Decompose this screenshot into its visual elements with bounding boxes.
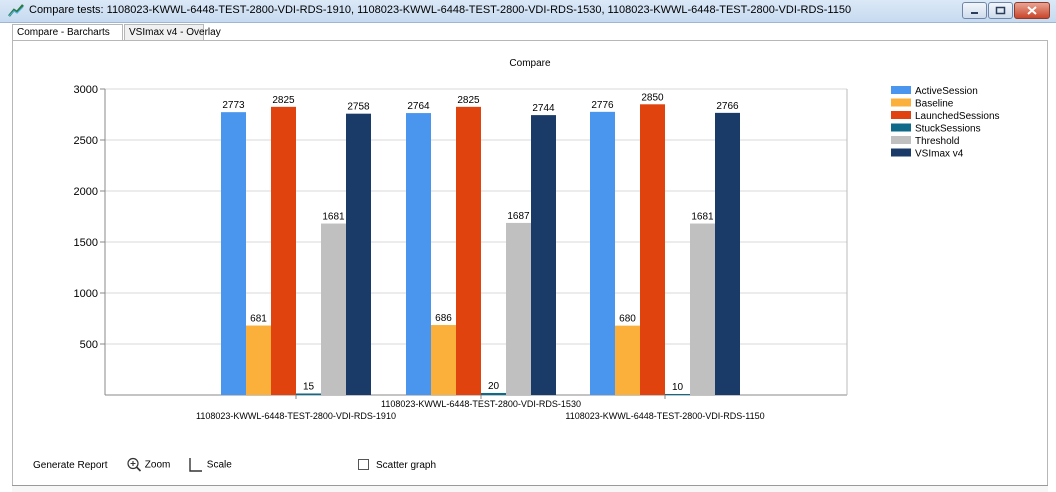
- bar: [590, 111, 615, 396]
- y-tick-label: 2000: [74, 186, 98, 198]
- data-label: 2825: [272, 95, 295, 106]
- zoom-icon: [127, 457, 142, 472]
- legend-label: Baseline: [915, 99, 954, 110]
- data-label: 2776: [591, 100, 614, 111]
- bottom-panel: [12, 485, 1048, 492]
- tab-label: VSImax v4 - Overlay: [129, 27, 221, 38]
- data-label: 2764: [407, 101, 430, 112]
- app-icon: [8, 4, 24, 17]
- legend-swatch: [891, 123, 911, 132]
- data-label: 681: [250, 314, 267, 325]
- y-tick-label: 500: [80, 339, 98, 351]
- legend-swatch: [891, 98, 911, 107]
- bar: [506, 222, 531, 395]
- bar: [406, 113, 431, 396]
- data-label: 686: [435, 313, 452, 324]
- data-label: 2758: [347, 102, 370, 113]
- bar: [321, 223, 346, 395]
- x-tick-label: 1108023-KWWL-6448-TEST-2800-VDI-RDS-1150: [565, 411, 764, 421]
- bar: [481, 392, 506, 395]
- legend-swatch: [891, 86, 911, 94]
- y-tick-labels: 500 1000 1500 2000 2500 3000: [74, 84, 105, 351]
- x-tick-labels: 1108023-KWWL-6448-TEST-2800-VDI-RDS-1910…: [196, 395, 765, 421]
- bar: [221, 112, 246, 396]
- scatter-graph-checkbox[interactable]: [358, 459, 369, 470]
- tab-label: Compare - Barcharts: [17, 27, 110, 38]
- legend-label: LaunchedSessions: [915, 111, 1000, 122]
- data-label: 20: [488, 381, 500, 392]
- y-tick-label: 3000: [74, 84, 98, 96]
- x-tick-label: 1108023-KWWL-6448-TEST-2800-VDI-RDS-1530: [381, 399, 581, 409]
- legend-swatch: [891, 136, 911, 144]
- data-label: 680: [619, 314, 636, 325]
- generate-report-button[interactable]: Generate Report: [33, 460, 108, 471]
- chart-title: Compare: [509, 58, 551, 69]
- footer-toolbar: Generate Report Zoom Scale Scatter graph: [0, 454, 1056, 478]
- data-label: 15: [303, 381, 315, 392]
- close-button[interactable]: [1014, 2, 1050, 19]
- scale-icon: [189, 458, 202, 472]
- bars: 2773 681 2825 15 1681 2758 2764 686 2825 20 1687 27…: [221, 92, 740, 396]
- legend-label: VSImax v4: [915, 149, 964, 160]
- bar: [246, 325, 271, 395]
- y-tick-label: 2500: [74, 135, 98, 147]
- legend-swatch: [891, 148, 911, 157]
- data-label: 1687: [507, 211, 530, 222]
- window-title: Compare tests: 1108023-KWWL-6448-TEST-28…: [29, 4, 852, 16]
- bar: [271, 106, 296, 395]
- zoom-label: Zoom: [144, 459, 171, 471]
- bar: [346, 113, 371, 396]
- bar: [715, 112, 740, 396]
- minimize-button[interactable]: [962, 2, 987, 19]
- tab-vsimax-overlay[interactable]: VSImax v4 - Overlay: [124, 24, 221, 40]
- x-tick-label: 1108023-KWWL-6448-TEST-2800-VDI-RDS-1910: [196, 411, 396, 421]
- legend-swatch: [891, 111, 911, 119]
- legend-label: Threshold: [915, 136, 959, 147]
- bar: [296, 393, 321, 395]
- legend-label: StuckSessions: [915, 124, 981, 135]
- data-label: 2773: [222, 100, 245, 111]
- data-label: 2850: [641, 92, 664, 103]
- data-label: 2744: [532, 103, 555, 114]
- bar: [640, 104, 665, 396]
- bar: [615, 325, 640, 395]
- scale-button[interactable]: Scale: [188, 457, 232, 473]
- zoom-button[interactable]: Zoom: [126, 457, 170, 473]
- data-label: 1681: [691, 212, 714, 223]
- bar: [665, 393, 690, 395]
- title-bar: Compare tests: 1108023-KWWL-6448-TEST-28…: [0, 0, 1056, 23]
- tab-compare-barcharts[interactable]: Compare - Barcharts: [12, 24, 123, 41]
- bar: [456, 106, 481, 395]
- y-tick-label: 1000: [74, 288, 98, 300]
- bar: [690, 223, 715, 395]
- bar: [431, 325, 456, 395]
- data-label: 1681: [322, 212, 345, 223]
- scatter-graph-label: Scatter graph: [376, 460, 437, 471]
- legend-label: ActiveSession: [915, 86, 978, 97]
- close-icon: [1027, 6, 1037, 15]
- y-tick-label: 1500: [74, 237, 98, 249]
- data-label: 2825: [457, 95, 480, 106]
- minimize-icon: [971, 12, 978, 14]
- maximize-button[interactable]: [988, 2, 1013, 19]
- bar: [531, 115, 556, 395]
- data-label: 10: [672, 382, 684, 393]
- maximize-icon: [995, 6, 1006, 15]
- data-label: 2766: [716, 101, 739, 112]
- scale-label: Scale: [206, 459, 232, 471]
